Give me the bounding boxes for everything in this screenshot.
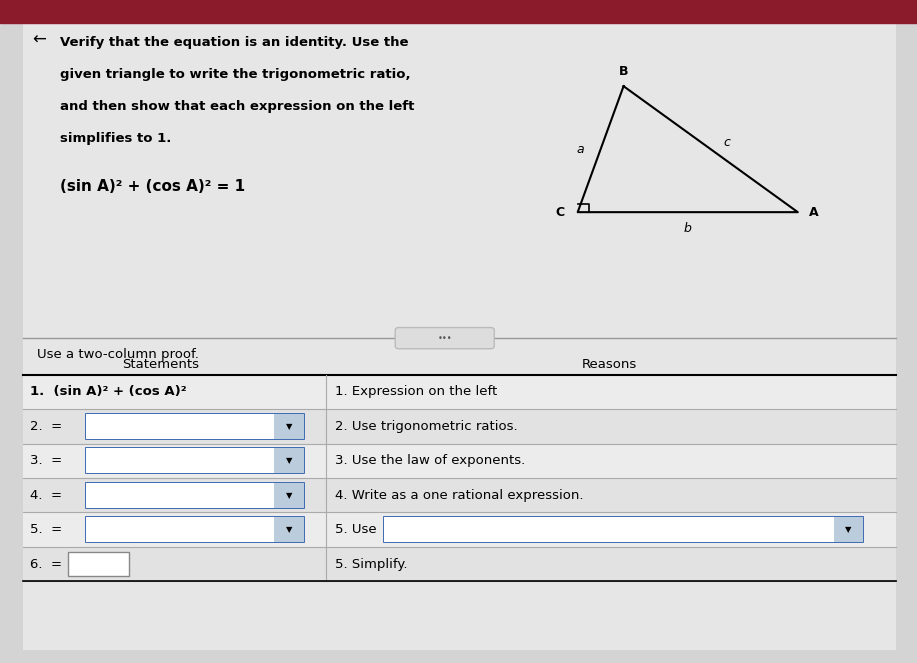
Text: Use a two-column proof.: Use a two-column proof. xyxy=(37,348,199,361)
Text: c: c xyxy=(724,136,731,149)
Text: ←: ← xyxy=(32,30,46,49)
FancyBboxPatch shape xyxy=(86,448,276,473)
FancyBboxPatch shape xyxy=(86,414,276,439)
FancyBboxPatch shape xyxy=(86,414,304,439)
Text: simplifies to 1.: simplifies to 1. xyxy=(60,132,171,145)
FancyBboxPatch shape xyxy=(274,517,304,542)
FancyBboxPatch shape xyxy=(86,517,276,542)
FancyBboxPatch shape xyxy=(23,409,896,444)
FancyBboxPatch shape xyxy=(68,552,129,576)
Text: given triangle to write the trigonometric ratio,: given triangle to write the trigonometri… xyxy=(60,68,410,82)
Text: ▼: ▼ xyxy=(285,491,293,500)
Text: ▼: ▼ xyxy=(285,525,293,534)
Text: 4. Write as a one rational expression.: 4. Write as a one rational expression. xyxy=(335,489,583,502)
FancyBboxPatch shape xyxy=(23,375,896,409)
Text: Reasons: Reasons xyxy=(582,358,637,371)
FancyBboxPatch shape xyxy=(86,448,304,473)
FancyBboxPatch shape xyxy=(23,547,896,581)
Text: ▼: ▼ xyxy=(285,456,293,465)
Text: b: b xyxy=(684,222,691,235)
FancyBboxPatch shape xyxy=(834,517,863,542)
FancyBboxPatch shape xyxy=(395,328,494,349)
Text: a: a xyxy=(577,143,584,156)
FancyBboxPatch shape xyxy=(23,512,896,547)
Text: A: A xyxy=(809,206,818,219)
Text: 3.  =: 3. = xyxy=(30,454,62,467)
FancyBboxPatch shape xyxy=(384,517,863,542)
FancyBboxPatch shape xyxy=(274,414,304,439)
FancyBboxPatch shape xyxy=(86,483,276,508)
Text: •••: ••• xyxy=(437,333,452,343)
Text: 4.  =: 4. = xyxy=(30,489,62,502)
Text: 5.  =: 5. = xyxy=(30,523,62,536)
Text: 2.  =: 2. = xyxy=(30,420,62,433)
Text: ▼: ▼ xyxy=(285,422,293,431)
Text: (sin A)² + (cos A)² = 1: (sin A)² + (cos A)² = 1 xyxy=(60,179,245,194)
Text: 2. Use trigonometric ratios.: 2. Use trigonometric ratios. xyxy=(335,420,517,433)
FancyBboxPatch shape xyxy=(23,478,896,512)
FancyBboxPatch shape xyxy=(23,444,896,478)
FancyBboxPatch shape xyxy=(86,483,304,508)
Text: 1.  (sin A)² + (cos A)²: 1. (sin A)² + (cos A)² xyxy=(30,385,187,398)
FancyBboxPatch shape xyxy=(0,0,917,23)
Text: B: B xyxy=(619,65,628,78)
Text: ▼: ▼ xyxy=(845,525,852,534)
Text: 1. Expression on the left: 1. Expression on the left xyxy=(335,385,497,398)
Text: Verify that the equation is an identity. Use the: Verify that the equation is an identity.… xyxy=(60,36,408,50)
Text: C: C xyxy=(556,206,565,219)
Text: and then show that each expression on the left: and then show that each expression on th… xyxy=(60,100,414,113)
FancyBboxPatch shape xyxy=(23,23,896,650)
FancyBboxPatch shape xyxy=(274,483,304,508)
FancyBboxPatch shape xyxy=(274,448,304,473)
FancyBboxPatch shape xyxy=(86,517,304,542)
Text: 5. Simplify.: 5. Simplify. xyxy=(335,558,407,571)
FancyBboxPatch shape xyxy=(384,517,835,542)
Text: 3. Use the law of exponents.: 3. Use the law of exponents. xyxy=(335,454,525,467)
Text: 5. Use: 5. Use xyxy=(335,523,376,536)
Text: 6.  =: 6. = xyxy=(30,558,62,571)
Text: Statements: Statements xyxy=(122,358,199,371)
